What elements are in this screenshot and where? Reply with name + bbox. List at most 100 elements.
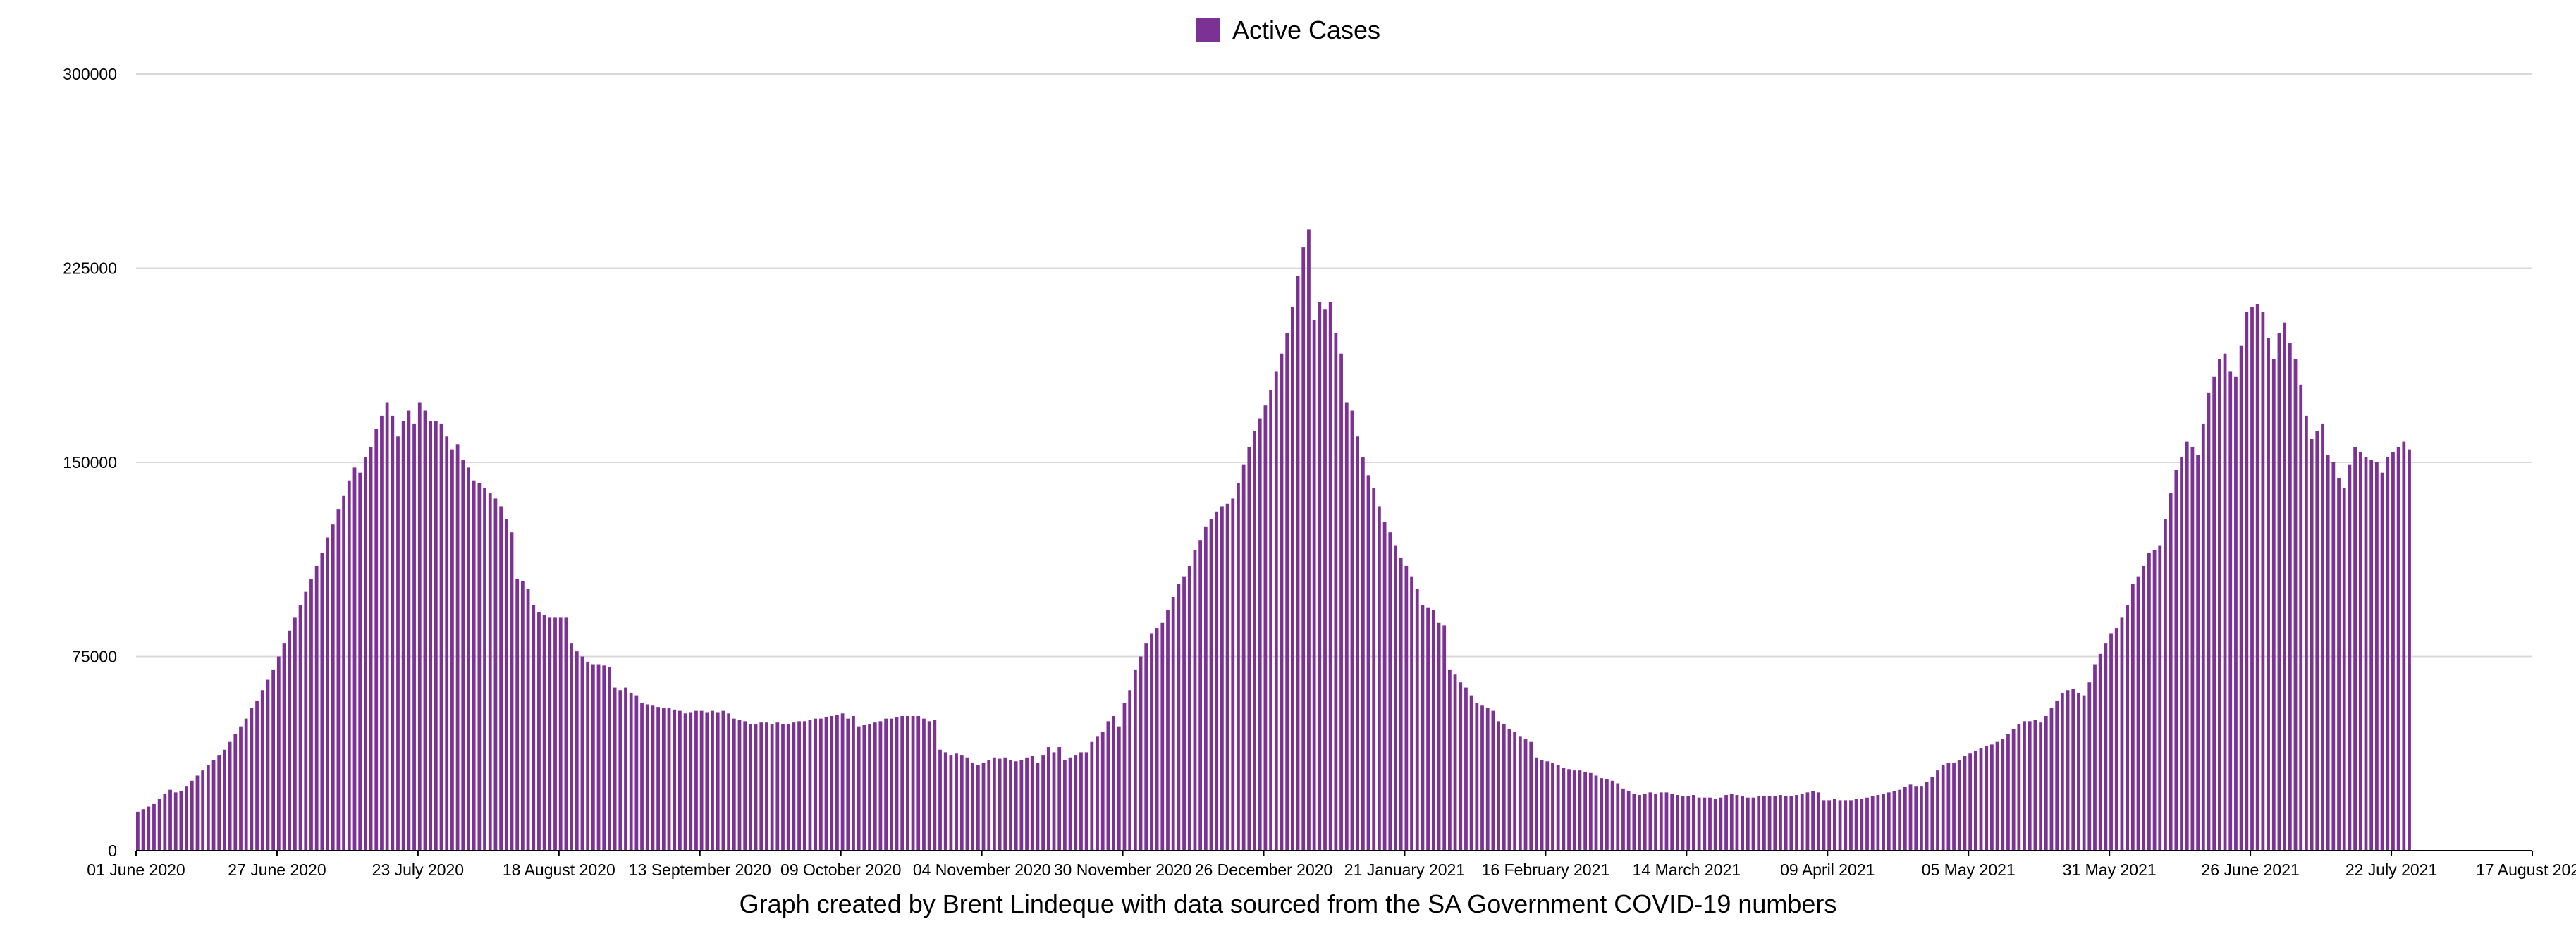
- bar: [900, 715, 904, 851]
- bar: [1990, 744, 1994, 851]
- bar: [2212, 376, 2216, 851]
- bar: [2017, 724, 2021, 851]
- bar: [423, 410, 427, 851]
- bar: [1692, 795, 1695, 851]
- bar: [1084, 752, 1088, 851]
- x-tick-label: 23 July 2020: [372, 861, 464, 879]
- bar: [1366, 475, 1370, 851]
- bar: [1572, 770, 1576, 851]
- bar: [1957, 760, 1961, 851]
- bar: [1269, 390, 1272, 851]
- bar: [1659, 792, 1663, 851]
- bar: [1410, 576, 1413, 851]
- bar: [1382, 522, 1387, 851]
- bar: [483, 488, 486, 851]
- bar: [1963, 756, 1967, 851]
- bar: [2190, 446, 2195, 851]
- bar: [417, 402, 422, 851]
- bar: [455, 444, 460, 851]
- bar: [998, 758, 1002, 851]
- x-tick-label: 30 November 2020: [1054, 861, 1192, 879]
- bar: [1231, 498, 1235, 851]
- bar: [2023, 721, 2026, 851]
- bar: [1497, 721, 1500, 851]
- bar: [1876, 795, 1880, 851]
- bar: [1193, 550, 1197, 851]
- bar: [1941, 765, 1945, 851]
- bar: [2277, 333, 2281, 851]
- bar: [814, 718, 818, 851]
- bar: [2130, 584, 2135, 851]
- bar: [1887, 792, 1891, 851]
- bar: [1908, 784, 1913, 851]
- bar: [1068, 757, 1072, 851]
- bar: [943, 752, 947, 851]
- bar: [878, 721, 883, 851]
- bar: [1973, 751, 1977, 851]
- x-tick-label: 16 February 2021: [1482, 861, 1610, 879]
- bar: [429, 421, 433, 851]
- x-tick-label: 05 May 2021: [1922, 861, 2016, 879]
- bar: [2142, 565, 2146, 851]
- bar: [987, 760, 991, 851]
- x-tick-label: 09 April 2021: [1780, 861, 1875, 879]
- bar: [2033, 720, 2037, 851]
- bar: [1870, 796, 1875, 851]
- bar: [255, 700, 259, 851]
- bar: [868, 724, 871, 851]
- bar: [1182, 576, 1186, 851]
- bar: [1892, 791, 1896, 851]
- bar: [244, 718, 248, 851]
- chart-caption: Graph created by Brent Lindeque with dat…: [739, 889, 1837, 918]
- bar: [1513, 732, 1517, 851]
- legend: Active Cases: [0, 16, 2576, 46]
- bar: [1567, 769, 1571, 851]
- bar: [2174, 470, 2178, 851]
- x-tick-label: 26 June 2021: [2201, 861, 2299, 879]
- bar: [1811, 791, 1815, 851]
- bar: [933, 720, 937, 851]
- bar: [949, 755, 953, 851]
- x-tick-label: 01 June 2020: [87, 861, 185, 879]
- bar: [1670, 794, 1674, 851]
- bar: [1344, 402, 1349, 851]
- bar: [1773, 796, 1777, 851]
- bar: [326, 537, 329, 851]
- bar: [1128, 690, 1132, 851]
- y-tick-label: 150000: [63, 453, 117, 472]
- bar: [651, 705, 655, 851]
- bar: [1719, 797, 1723, 851]
- bar: [2087, 682, 2092, 851]
- bar: [694, 710, 698, 851]
- bar: [1307, 229, 1311, 851]
- bar: [1431, 610, 1435, 851]
- bar: [553, 617, 557, 851]
- bar: [293, 617, 297, 851]
- bar: [673, 709, 677, 851]
- bar: [797, 721, 801, 851]
- bar: [1616, 783, 1620, 851]
- bar: [857, 726, 861, 851]
- bar: [1838, 800, 1842, 851]
- bar: [2342, 488, 2346, 851]
- bar: [2250, 307, 2254, 851]
- bar: [1290, 307, 1294, 851]
- bar: [743, 721, 747, 851]
- bar: [532, 605, 536, 851]
- bar: [1854, 799, 1858, 851]
- bar: [661, 708, 666, 851]
- bar: [2245, 312, 2249, 851]
- bar: [2402, 441, 2406, 851]
- x-tick-label: 09 October 2020: [780, 861, 901, 879]
- bar: [1160, 622, 1165, 851]
- bar: [1225, 503, 1229, 851]
- bar: [190, 780, 194, 851]
- bar: [2180, 457, 2183, 851]
- bar: [1117, 726, 1121, 851]
- bar: [2169, 493, 2173, 851]
- bar: [716, 712, 720, 851]
- bar: [808, 720, 812, 851]
- bar: [526, 588, 530, 851]
- bar: [770, 724, 774, 851]
- bar: [2271, 359, 2276, 851]
